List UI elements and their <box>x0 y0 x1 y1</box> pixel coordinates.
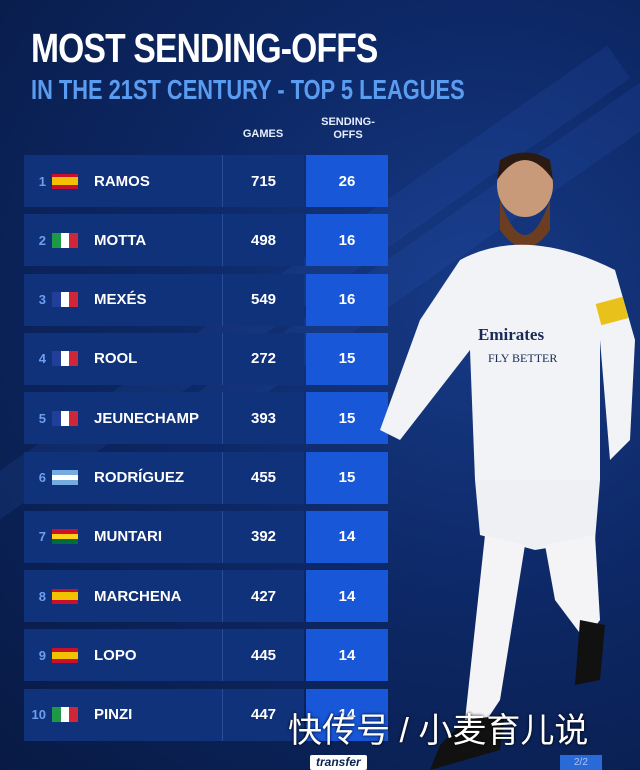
games-value: 393 <box>222 392 304 445</box>
shirt-sponsor-text: Emirates <box>478 325 544 344</box>
player-name: MUNTARI <box>94 528 163 546</box>
rank: 8 <box>38 588 46 604</box>
title: MOST SENDING-OFFS <box>31 25 378 71</box>
games-value: 427 <box>222 570 304 623</box>
player-cell: 1 RAMOS <box>24 155 222 207</box>
italy-flag-icon <box>52 707 79 723</box>
table-row: 9 LOPO 445 14 <box>24 629 388 682</box>
sending-offs-value: 14 <box>306 688 388 741</box>
column-header-games: GAMES <box>242 128 284 140</box>
player-name: MEXÉS <box>94 291 147 309</box>
rank: 9 <box>38 647 46 663</box>
rank: 1 <box>38 173 46 189</box>
rank: 10 <box>31 707 46 723</box>
shirt-sponsor-tagline: FLY BETTER <box>488 351 557 365</box>
france-flag-icon <box>52 292 79 308</box>
player-cell: 9 LOPO <box>24 629 222 682</box>
table-row: 7 MUNTARI 392 14 <box>24 510 388 563</box>
games-value: 549 <box>222 273 304 326</box>
france-flag-icon <box>52 410 79 426</box>
games-value: 392 <box>222 510 304 563</box>
player-cell: 4 ROOL <box>24 332 222 385</box>
sending-offs-value: 15 <box>306 392 388 445</box>
player-name: PINZI <box>94 706 133 724</box>
player-cell: 3 MEXÉS <box>24 273 222 326</box>
player-photo: Emirates FLY BETTER <box>380 152 635 770</box>
sending-offs-value: 26 <box>306 155 388 207</box>
column-header-sending-offs: SENDING-OFFS <box>321 116 375 141</box>
spain-flag-icon <box>52 173 78 189</box>
table-row: 3 MEXÉS 549 16 <box>24 273 388 326</box>
rank: 7 <box>38 529 46 545</box>
games-value: 455 <box>222 451 304 504</box>
player-cell: 2 MOTTA <box>24 214 222 267</box>
rank: 6 <box>38 470 46 485</box>
player-cell: 6 RODRÍGUEZ <box>24 451 222 504</box>
italy-flag-icon <box>52 232 79 248</box>
rank: 3 <box>38 292 46 308</box>
player-cell: 5 JEUNECHAMP <box>24 392 222 445</box>
rank: 2 <box>38 232 46 248</box>
sending-offs-value: 14 <box>306 570 388 623</box>
sending-offs-value: 14 <box>306 510 388 563</box>
rank: 4 <box>38 351 46 367</box>
player-name: RODRÍGUEZ <box>94 469 184 486</box>
player-cell: 7 MUNTARI <box>24 510 222 563</box>
watermark: 快传号 / 小麦育儿说 <box>288 712 589 750</box>
games-value: 445 <box>222 629 304 682</box>
sending-offs-value: 15 <box>306 332 388 385</box>
player-cell: 10 PINZI <box>24 688 222 741</box>
spain-flag-icon <box>52 588 78 604</box>
spain-flag-icon <box>52 647 78 663</box>
player-name: ROOL <box>94 350 138 368</box>
games-value: 498 <box>222 214 304 267</box>
player-cell: 8 MARCHENA <box>24 570 222 623</box>
player-name: JEUNECHAMP <box>94 409 200 427</box>
games-value: 447 <box>222 688 304 741</box>
page-indicator: 2/2 <box>560 755 602 770</box>
sending-offs-value: 16 <box>306 273 388 326</box>
table-row: 10 PINZI 447 14 <box>24 688 388 741</box>
transfer-logo: transfer <box>310 755 367 770</box>
games-value: 272 <box>222 332 304 385</box>
sending-offs-value: 16 <box>306 214 388 267</box>
sending-offs-value: 15 <box>306 451 388 504</box>
table-row: 5 JEUNECHAMP 393 15 <box>24 392 388 445</box>
table-row: 8 MARCHENA 427 14 <box>24 570 388 623</box>
argentina-flag-icon <box>52 470 78 485</box>
player-name: MOTTA <box>94 231 147 249</box>
table-row: 2 MOTTA 498 16 <box>24 214 388 267</box>
player-name: LOPO <box>94 646 137 664</box>
table-row: 6 RODRÍGUEZ 455 15 <box>24 451 388 504</box>
rank: 5 <box>38 410 46 426</box>
france-flag-icon <box>52 351 79 367</box>
player-name: RAMOS <box>94 172 150 190</box>
subtitle: IN THE 21ST CENTURY - TOP 5 LEAGUES <box>31 74 465 105</box>
player-name: MARCHENA <box>94 587 182 605</box>
games-value: 715 <box>222 155 304 207</box>
ghana-flag-icon <box>52 529 78 545</box>
sending-offs-value: 14 <box>306 629 388 682</box>
table-row: 1 RAMOS 715 26 <box>24 155 388 207</box>
table-row: 4 ROOL 272 15 <box>24 332 388 385</box>
